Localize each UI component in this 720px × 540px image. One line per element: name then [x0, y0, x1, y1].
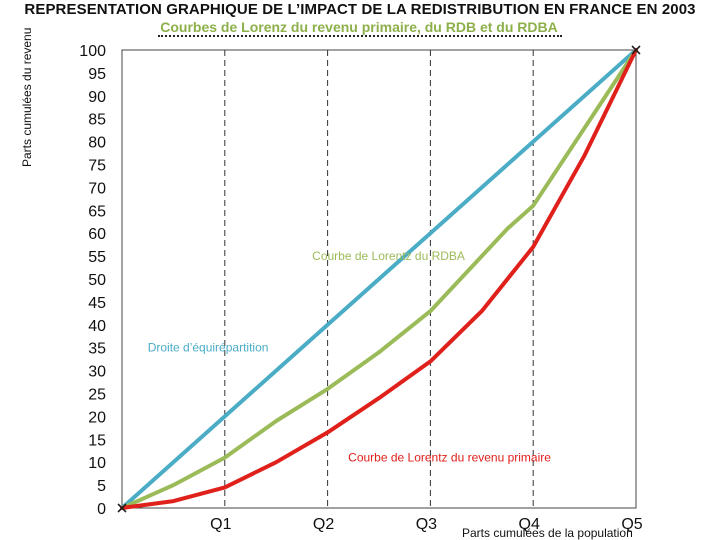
x-tick-label: Q1 [210, 516, 231, 533]
y-tick-label: 50 [88, 272, 106, 289]
y-tick-label: 60 [88, 226, 106, 243]
y-tick-label: 70 [88, 180, 106, 197]
y-tick-label: 75 [88, 158, 106, 175]
y-tick-label: 10 [88, 455, 106, 472]
x-tick-label: Q4 [519, 516, 540, 533]
origin-marker [117, 503, 127, 513]
y-tick-label: 100 [79, 43, 106, 60]
y-tick-label: 80 [88, 135, 106, 152]
primary-income-lorenz-curve [120, 48, 638, 510]
y-tick-label: 85 [88, 112, 106, 129]
y-tick-label: 25 [88, 387, 106, 404]
end-marker [631, 45, 641, 55]
y-tick-label: 55 [88, 249, 106, 266]
y-tick-label: 15 [88, 432, 106, 449]
y-tick-label: 30 [88, 364, 106, 381]
y-tick-label: 95 [88, 66, 106, 83]
y-tick-label: 20 [88, 409, 106, 426]
annotation-2: Courbe de Lorentz du revenu primaire [348, 451, 551, 465]
y-tick-label: 65 [88, 203, 106, 220]
x-axis-label: Parts cumulées de la population [462, 526, 633, 540]
plot-frame [121, 49, 637, 509]
y-tick-label: 35 [88, 341, 106, 358]
rdba-lorenz-curve [120, 48, 638, 510]
annotation-0: Droite d’équirépartition [148, 341, 269, 355]
y-tick-label: 0 [97, 501, 106, 518]
y-tick-label: 40 [88, 318, 106, 335]
x-tick-label: Q5 [621, 516, 642, 533]
x-tick-label: Q3 [416, 516, 437, 533]
y-tick-label: 5 [97, 478, 106, 495]
chart-subtitle: Courbes de Lorenz du revenu primaire, du… [0, 19, 720, 37]
chart-subtitle-text: Courbes de Lorenz du revenu primaire, du… [158, 19, 562, 37]
chart-title: REPRESENTATION GRAPHIQUE DE L’IMPACT DE … [24, 1, 696, 18]
equality-line [120, 48, 638, 510]
y-tick-label: 90 [88, 89, 106, 106]
y-tick-label: 45 [88, 295, 106, 312]
x-tick-label: Q2 [313, 516, 334, 533]
annotation-1: Courbe de Lorentz du RDBA [312, 249, 465, 263]
